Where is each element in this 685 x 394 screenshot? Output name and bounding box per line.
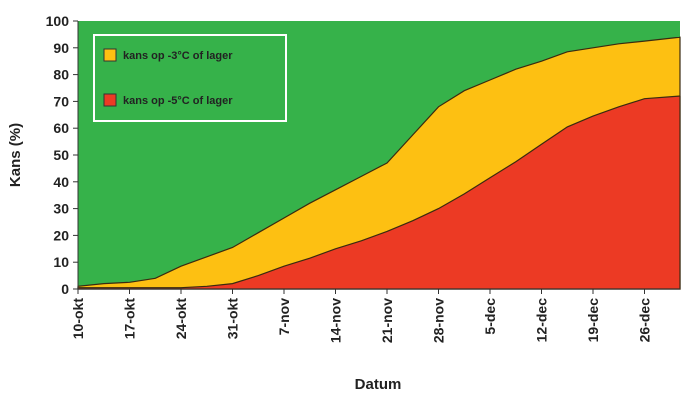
y-axis-title: Kans (%) xyxy=(7,123,24,187)
y-tick-label: 70 xyxy=(53,93,69,109)
legend: kans op -3°C of lager kans op -5°C of la… xyxy=(93,34,287,122)
y-tick-label: 10 xyxy=(53,254,69,270)
area-kans-min5 xyxy=(77,95,681,290)
x-tick-label: 28-nov xyxy=(431,298,447,343)
y-tick-label: 90 xyxy=(53,40,69,56)
legend-box xyxy=(93,34,287,122)
y-tick-label: 60 xyxy=(53,120,69,136)
x-tick-label: 12-dec xyxy=(534,298,550,343)
y-tick-label: 50 xyxy=(53,147,69,163)
plot-area xyxy=(77,21,681,290)
x-tick-label: 19-dec xyxy=(585,298,601,343)
x-tick-label: 26-dec xyxy=(637,298,653,343)
y-tick-label: 40 xyxy=(53,174,69,190)
y-tick-label: 80 xyxy=(53,67,69,83)
legend-label-min3: kans op -3°C of lager xyxy=(123,50,233,62)
y-tick-label: 30 xyxy=(53,201,69,217)
x-tick-label: 21-nov xyxy=(379,298,395,343)
x-tick-label: 14-nov xyxy=(328,298,344,343)
y-tick-label: 100 xyxy=(46,13,70,29)
y-tick-label: 20 xyxy=(53,227,69,243)
legend-swatch-min5 xyxy=(103,93,117,107)
y-axis: 0 10 20 30 40 50 60 70 80 90 100 xyxy=(46,13,79,297)
x-tick-label: 17-okt xyxy=(122,298,138,340)
x-axis-title: Datum xyxy=(355,376,402,393)
x-tick-label: 10-okt xyxy=(70,298,86,340)
x-tick-label: 7-nov xyxy=(276,298,292,336)
legend-swatch-min3 xyxy=(103,48,117,62)
y-tick-label: 0 xyxy=(61,281,69,297)
x-tick-label: 31-okt xyxy=(225,298,241,340)
x-tick-label: 5-dec xyxy=(482,298,498,335)
x-axis: 10-okt 17-okt 24-okt 31-okt 7-nov 14-nov 21-no… xyxy=(70,288,680,343)
x-tick-label: 24-okt xyxy=(173,298,189,340)
legend-label-min5: kans op -5°C of lager xyxy=(123,95,233,107)
